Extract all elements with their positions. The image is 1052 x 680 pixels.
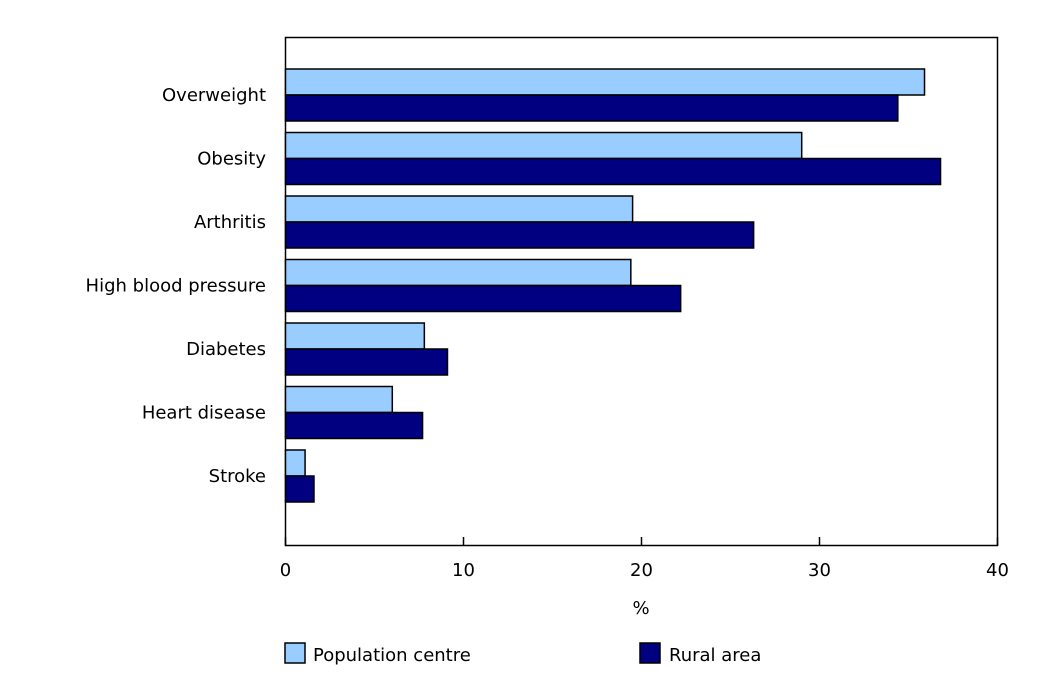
legend-label-population-centre: Population centre: [313, 645, 471, 666]
x-tick-label: 40: [986, 560, 1009, 581]
bar-arthritis-population-centre: [284, 195, 634, 223]
bar-high-blood-pressure-population-centre: [284, 258, 632, 287]
bar-obesity-population-centre: [284, 131, 803, 160]
bar-overweight-population-centre: [284, 68, 926, 96]
x-tick-label: 30: [808, 560, 831, 581]
category-label: Diabetes: [186, 339, 266, 360]
bar-heart-disease-rural-area: [284, 411, 424, 440]
bar-high-blood-pressure-rural-area: [284, 284, 682, 313]
category-label: Heart disease: [142, 403, 266, 424]
category-label: Stroke: [209, 466, 266, 487]
bar-arthritis-rural-area: [284, 221, 755, 249]
category-label: Arthritis: [194, 212, 266, 233]
legend: Population centre Rural area: [284, 642, 761, 666]
bar-heart-disease-population-centre: [284, 385, 394, 414]
category-label: Overweight: [162, 85, 266, 106]
bar-diabetes-rural-area: [284, 348, 449, 376]
category-label: High blood pressure: [86, 276, 266, 297]
legend-label-rural-area: Rural area: [669, 645, 761, 666]
x-axis-label: %: [632, 598, 649, 619]
bar-stroke-population-centre: [284, 449, 306, 477]
x-tick-label: 10: [452, 560, 475, 581]
bar-stroke-rural-area: [284, 475, 315, 503]
bar-obesity-rural-area: [284, 157, 942, 186]
legend-swatch-rural-area: [639, 642, 661, 664]
x-tick-label: 0: [280, 560, 291, 581]
bar-overweight-rural-area: [284, 94, 899, 122]
legend-swatch-population-centre: [284, 642, 306, 664]
bar-diabetes-population-centre: [284, 322, 426, 350]
x-tick-label: 20: [630, 560, 653, 581]
category-label: Obesity: [197, 149, 266, 170]
